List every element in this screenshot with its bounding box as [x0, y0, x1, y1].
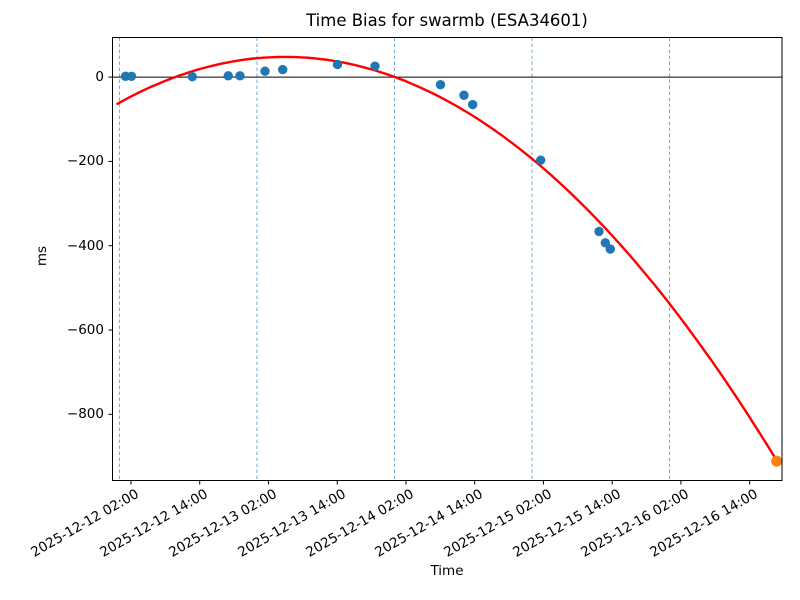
- observed-point: [126, 71, 137, 81]
- observed-point: [278, 64, 288, 75]
- observed-point: [467, 99, 478, 110]
- chart-title: Time Bias for swarmb (ESA34601): [306, 11, 588, 30]
- observed-point: [370, 61, 380, 71]
- observed-point: [600, 238, 611, 248]
- observed-point: [187, 71, 198, 82]
- x-axis-label: Time: [430, 563, 464, 579]
- fit-curve: [116, 55, 778, 462]
- observed-point: [459, 90, 469, 100]
- predicted-point: [771, 455, 783, 467]
- observed-point: [605, 244, 615, 254]
- y-tick-label: −400: [66, 237, 104, 254]
- observed-point: [260, 66, 270, 76]
- observed-point: [235, 71, 245, 81]
- y-tick-label: −200: [66, 153, 104, 170]
- observed-point: [594, 226, 604, 237]
- observed-point: [223, 71, 233, 81]
- observed-point: [535, 155, 546, 165]
- y-tick-label: 0: [95, 69, 104, 86]
- y-tick-label: −800: [66, 406, 104, 423]
- observed-point: [435, 80, 446, 90]
- observed-point: [332, 59, 343, 70]
- y-tick-label: −600: [66, 322, 104, 339]
- axes-spines: [112, 37, 783, 481]
